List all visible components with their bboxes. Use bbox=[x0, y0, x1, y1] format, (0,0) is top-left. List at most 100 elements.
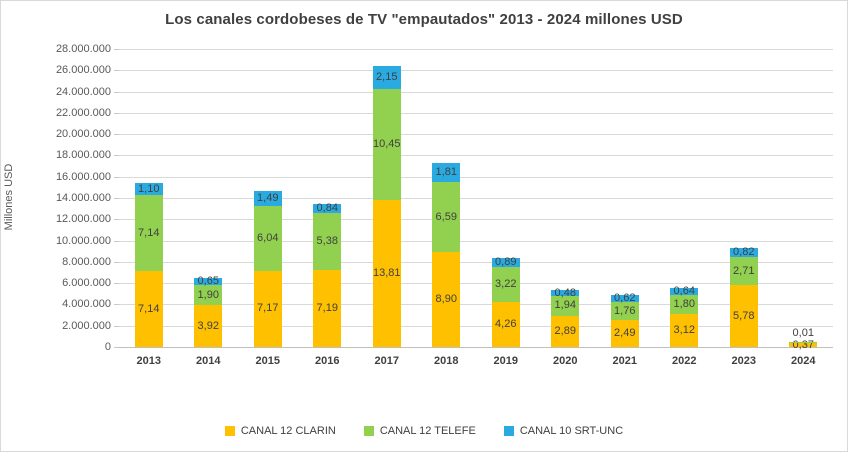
y-axis-tick bbox=[114, 240, 119, 242]
bar-value-label: 1,94 bbox=[554, 299, 576, 312]
bar-segment bbox=[729, 256, 758, 286]
x-axis-label: 2022 bbox=[672, 355, 697, 367]
bar-segment bbox=[491, 257, 520, 268]
bar-value-label: 0,84 bbox=[316, 202, 338, 215]
bar-segment bbox=[491, 267, 520, 302]
bar-value-label: 2,89 bbox=[554, 325, 576, 338]
gridline bbox=[119, 49, 833, 50]
gridline bbox=[119, 304, 833, 306]
legend-swatch-icon bbox=[224, 426, 235, 436]
y-axis-tick bbox=[114, 325, 119, 327]
bar-segment bbox=[134, 195, 163, 271]
y-axis-tick bbox=[114, 219, 119, 221]
bar-segment bbox=[610, 320, 639, 347]
gridline bbox=[119, 176, 833, 178]
y-tick-label: 26.000.000 bbox=[55, 64, 111, 77]
gridline bbox=[119, 325, 833, 327]
y-axis-tick bbox=[114, 70, 119, 72]
bar-value-label: 0,48 bbox=[554, 286, 576, 299]
bar-segment bbox=[313, 213, 342, 271]
bar-value-label: 0,89 bbox=[495, 256, 517, 269]
bar-segment bbox=[372, 65, 401, 89]
y-axis-tick bbox=[114, 283, 119, 285]
bar-value-label: 7,14 bbox=[138, 302, 160, 315]
legend-label: CANAL 12 TELEFE bbox=[379, 425, 476, 437]
bar-value-label: 3,22 bbox=[495, 278, 517, 291]
bar-value-label: 8,90 bbox=[435, 293, 457, 306]
x-axis-label: 2023 bbox=[731, 355, 756, 367]
bar-segment bbox=[134, 183, 163, 196]
bar-value-label: 1,81 bbox=[435, 166, 457, 178]
y-tick-label: 24.000.000 bbox=[55, 85, 111, 98]
bar-value-label: 0,82 bbox=[733, 245, 755, 258]
bar-segment bbox=[194, 285, 223, 306]
y-tick-label: 18.000.000 bbox=[55, 149, 111, 162]
y-tick-label: 16.000.000 bbox=[55, 170, 111, 183]
bar-value-label: 5,38 bbox=[316, 235, 338, 248]
bar-value-label: 6,59 bbox=[435, 210, 457, 223]
y-tick-label: 4.000.000 bbox=[62, 298, 111, 311]
bar-segment bbox=[253, 270, 282, 347]
gridline bbox=[119, 155, 833, 157]
bar-segment bbox=[372, 88, 401, 200]
bar-segment bbox=[432, 162, 461, 183]
plot-area: 7,14 7,14 1,10 3,92 1,90 0,65 7,17 6,04 1,49 7,19… bbox=[119, 49, 833, 351]
bar-segment bbox=[670, 294, 699, 314]
gridline bbox=[119, 91, 833, 93]
bar-segment bbox=[372, 200, 401, 347]
legend-label: CANAL 12 CLARIN bbox=[240, 425, 336, 437]
bar-value-label: 7,14 bbox=[138, 226, 160, 239]
y-axis-tick bbox=[114, 112, 119, 114]
gridline bbox=[119, 261, 833, 263]
bar-segment bbox=[491, 301, 520, 347]
bar-segment bbox=[194, 278, 223, 286]
x-axis-label: 2018 bbox=[434, 355, 459, 367]
bar-value-label: 7,19 bbox=[316, 302, 338, 315]
bar-segment bbox=[729, 247, 758, 257]
x-axis-label: 2024 bbox=[791, 355, 816, 367]
y-axis-tick bbox=[114, 91, 119, 93]
bar-value-label: 2,15 bbox=[376, 70, 398, 83]
bar-segment bbox=[134, 271, 163, 347]
bar-segment bbox=[253, 206, 282, 271]
bar-value-label: 7,17 bbox=[257, 302, 279, 315]
bar-segment bbox=[789, 341, 818, 344]
y-tick-label: 20.000.000 bbox=[55, 128, 111, 141]
bar-value-label: 1,49 bbox=[257, 191, 279, 204]
gridline bbox=[119, 240, 833, 242]
x-axis-label: 2020 bbox=[553, 355, 578, 367]
y-axis-tick bbox=[114, 49, 119, 50]
legend-label: CANAL 10 SRT-UNC bbox=[519, 425, 624, 437]
bar-value-label: 0,65 bbox=[197, 275, 219, 288]
legend-swatch-icon bbox=[363, 426, 374, 436]
x-axis-label: 2021 bbox=[612, 355, 637, 367]
bar-segment bbox=[253, 190, 282, 207]
bar-segment bbox=[729, 285, 758, 347]
bar-segment bbox=[551, 316, 580, 347]
y-axis-tick bbox=[114, 304, 119, 306]
y-axis-tick bbox=[114, 134, 119, 136]
bar-value-label: 1,76 bbox=[614, 304, 636, 317]
gridline bbox=[119, 112, 833, 114]
bar-segment bbox=[551, 295, 580, 317]
y-tick-label: 12.000.000 bbox=[55, 213, 111, 226]
x-axis-label: 2013 bbox=[136, 355, 161, 367]
bar-value-label: 4,26 bbox=[495, 317, 517, 330]
bar-segment bbox=[610, 301, 639, 321]
y-axis-tick bbox=[114, 198, 119, 199]
bar-value-label: 1,80 bbox=[673, 297, 695, 310]
bar-value-label: 2,49 bbox=[614, 327, 636, 340]
bar-value-label: 10,45 bbox=[372, 137, 401, 150]
x-axis-label: 2019 bbox=[493, 355, 518, 367]
gridline bbox=[119, 134, 833, 136]
bar-value-label: 0,37 bbox=[792, 338, 814, 351]
bar-value-label: 1,90 bbox=[197, 288, 219, 301]
bar-value-label: 5,78 bbox=[733, 309, 755, 322]
legend-swatch-icon bbox=[503, 426, 514, 436]
y-axis-tick bbox=[114, 347, 119, 348]
bar-value-label: 6,04 bbox=[257, 232, 279, 245]
legend: CANAL 12 CLARIN CANAL 12 TELEFE CANAL 10 S… bbox=[1, 425, 847, 437]
legend-item: CANAL 12 CLARIN bbox=[224, 425, 336, 437]
bar-segment bbox=[610, 295, 639, 302]
